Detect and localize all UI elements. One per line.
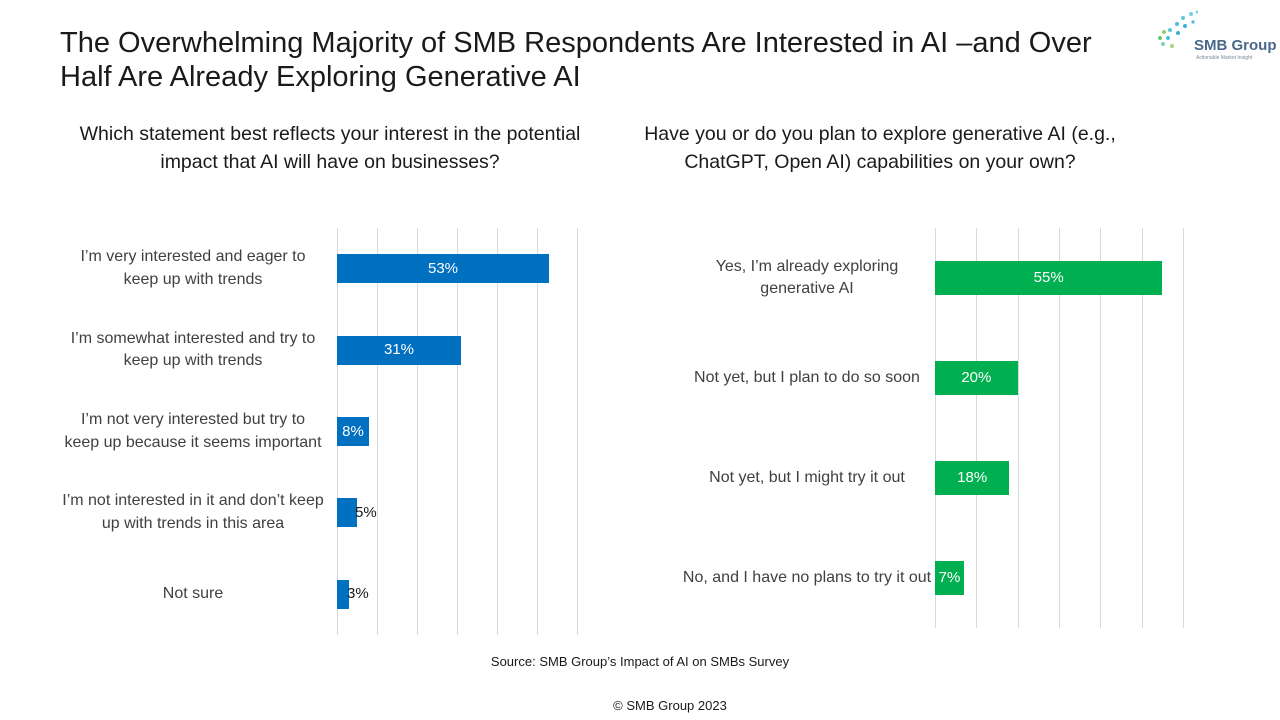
gridline bbox=[1183, 228, 1184, 628]
gridline bbox=[1100, 228, 1102, 628]
category-label: Yes, I’m already exploring generative AI bbox=[715, 257, 899, 298]
value-label: 5% bbox=[355, 503, 377, 521]
logo-name: SMB Group bbox=[1194, 37, 1277, 54]
value-label: 8% bbox=[342, 422, 364, 440]
category-label: I’m very interested and eager to keep up… bbox=[80, 248, 306, 288]
gridline bbox=[1141, 228, 1143, 628]
gridline bbox=[577, 228, 578, 635]
value-label: 55% bbox=[1033, 269, 1064, 286]
value-label: 31% bbox=[383, 341, 415, 359]
category-label: I’m not very interested but try to keep … bbox=[64, 411, 322, 451]
bar bbox=[935, 561, 964, 595]
bar bbox=[935, 261, 1163, 295]
value-label: 20% bbox=[961, 369, 992, 386]
gridline bbox=[935, 228, 936, 628]
gridline bbox=[417, 228, 418, 635]
bar bbox=[337, 498, 357, 528]
gridline bbox=[537, 228, 538, 635]
category-label: No, and I have no plans to try it out bbox=[682, 568, 932, 586]
gridline bbox=[976, 228, 978, 628]
value-label: 3% bbox=[347, 585, 369, 603]
bar bbox=[337, 417, 369, 446]
bar bbox=[935, 461, 1010, 495]
bar bbox=[337, 579, 349, 609]
source-note: Source: SMB Group’s Impact of AI on SMBs… bbox=[490, 654, 790, 669]
value-label: 18% bbox=[957, 469, 988, 486]
right-chart-question: Have you or do you plan to explore gener… bbox=[644, 123, 1116, 173]
value-label: 53% bbox=[427, 259, 459, 277]
bar bbox=[337, 335, 461, 365]
category-label: Not sure bbox=[162, 584, 224, 602]
bar bbox=[935, 361, 1018, 395]
gridline bbox=[1017, 228, 1019, 628]
copyright-note: © SMB Group 2023 bbox=[613, 698, 727, 713]
logo-tagline: Actionable Market Insight bbox=[1196, 55, 1253, 61]
gridline bbox=[1059, 228, 1060, 628]
bar bbox=[337, 254, 549, 284]
slide-title: The Overwhelming Majority of SMB Respond… bbox=[60, 27, 1092, 93]
gridline bbox=[497, 228, 498, 635]
logo-dots-icon bbox=[1158, 10, 1198, 48]
category-label: Not yet, but I plan to do so soon bbox=[694, 368, 920, 386]
left-chart-question: Which statement best reflects your inter… bbox=[79, 123, 581, 173]
value-label: 7% bbox=[938, 569, 961, 586]
category-label: Not yet, but I might try it out bbox=[709, 468, 905, 486]
category-label: I’m not interested in it and don’t keep … bbox=[62, 492, 324, 532]
gridline bbox=[457, 228, 458, 635]
gridline bbox=[377, 228, 378, 635]
smb-group-logo: SMB Group Actionable Market Insight bbox=[1150, 8, 1278, 64]
category-label: I’m somewhat interested and try to keep … bbox=[70, 329, 316, 370]
